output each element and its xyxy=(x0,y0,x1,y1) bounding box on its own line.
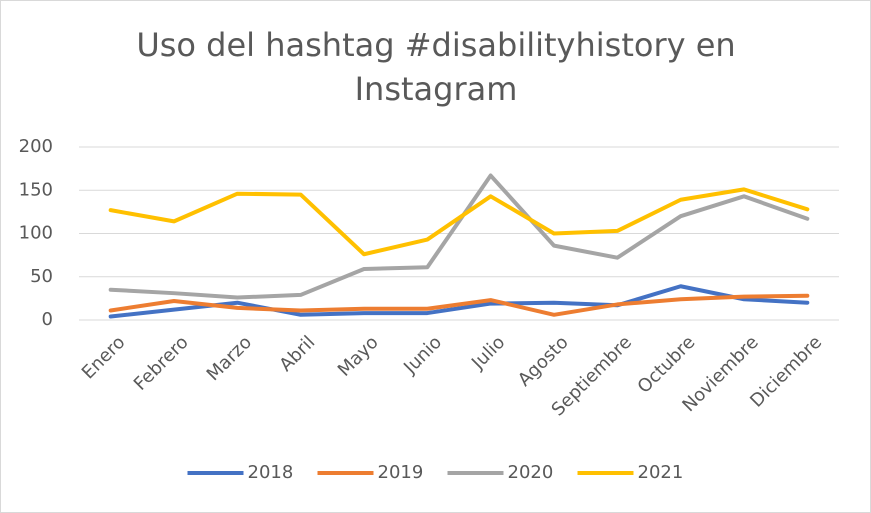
x-tick-label: Febrero xyxy=(130,332,193,395)
x-tick-label: Julio xyxy=(467,332,509,374)
legend-label: 2019 xyxy=(378,462,424,483)
y-tick-label: 50 xyxy=(30,266,53,287)
legend-label: 2021 xyxy=(638,462,684,483)
y-tick-label: 200 xyxy=(19,136,53,157)
y-tick-label: 150 xyxy=(19,179,53,200)
legend-label: 2020 xyxy=(508,462,554,483)
x-tick-label: Mayo xyxy=(334,332,383,381)
chart-title: Uso del hashtag #disabilityhistory en In… xyxy=(136,26,736,108)
x-tick-label: Junio xyxy=(399,332,446,379)
series-line xyxy=(108,187,810,257)
x-tick-label: Marzo xyxy=(203,332,256,385)
x-tick-label: Abril xyxy=(275,332,319,376)
x-tick-label: Octubre xyxy=(634,332,700,398)
y-tick-label: 0 xyxy=(42,309,53,330)
x-tick-label: Enero xyxy=(78,332,130,384)
series-line xyxy=(108,173,810,300)
x-tick-label: Agosto xyxy=(514,332,573,391)
series-line xyxy=(108,293,810,317)
y-tick-label: 100 xyxy=(19,223,53,244)
series-line xyxy=(108,284,810,319)
legend-label: 2018 xyxy=(248,462,294,483)
